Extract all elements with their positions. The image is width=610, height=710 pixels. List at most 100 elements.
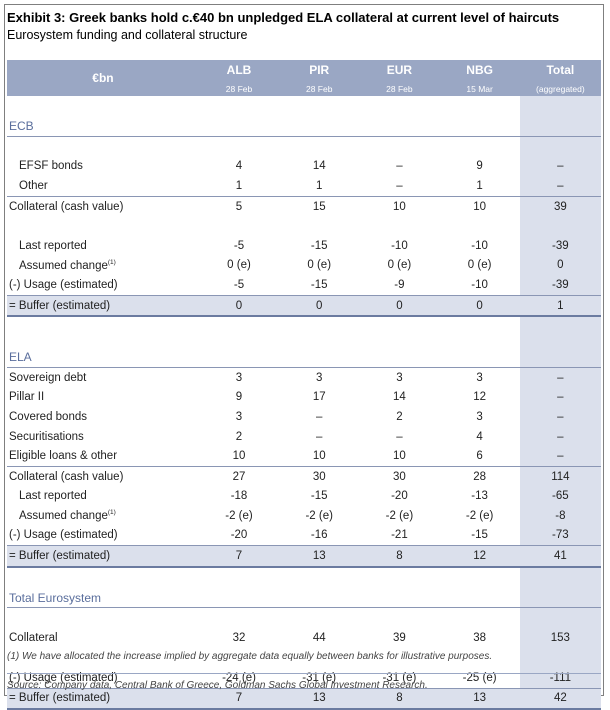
- cell-total: 41: [519, 545, 601, 568]
- row-label: Covered bonds: [9, 410, 87, 423]
- cell: 0: [279, 295, 360, 318]
- cell-total: -111: [519, 668, 601, 689]
- cell-total: 39: [519, 195, 601, 217]
- row-label: Securitisations: [9, 430, 84, 443]
- cell: 27: [198, 465, 280, 487]
- table-row: Collateral (cash value) 27 30 30 28 114: [7, 465, 601, 487]
- table-row: Covered bonds 3 – 2 3 –: [7, 407, 601, 427]
- cell: -10: [471, 239, 488, 252]
- cell: 10: [232, 450, 246, 463]
- cell: 7: [198, 688, 280, 710]
- col-header-nbg: NBG 15 Mar: [439, 60, 520, 96]
- cell: –: [396, 179, 403, 192]
- row-label: Last reported: [19, 239, 87, 252]
- cell: 10: [439, 195, 520, 217]
- cell: -13: [471, 490, 488, 503]
- cell: -15: [279, 275, 360, 296]
- cell: -16: [279, 525, 360, 547]
- cell-total: –: [519, 407, 601, 427]
- section-total: Total Eurosystem: [7, 587, 601, 609]
- cell: 8: [359, 688, 440, 710]
- row-label: Collateral: [9, 632, 58, 645]
- header-row: €bn ALB 28 Feb PIR 28 Feb EUR 28 Feb NBG 15 …: [7, 60, 601, 96]
- cell: 0 (e): [387, 259, 412, 272]
- cell-total: –: [519, 367, 601, 388]
- cell: 0 (e): [307, 259, 332, 272]
- table-row: Assumed change(1) -2 (e) -2 (e) -2 (e) -2 (e…: [7, 506, 601, 526]
- cell: 3: [235, 410, 243, 423]
- col-header-pir: PIR 28 Feb: [279, 60, 360, 96]
- table-row: Last reported -5 -15 -10 -10 -39: [7, 235, 601, 256]
- cell: 17: [312, 391, 326, 404]
- table-row: Last reported -18 -15 -20 -13 -65: [7, 486, 601, 507]
- cell: 2: [235, 430, 243, 443]
- cell-total: -8: [519, 506, 601, 526]
- table-row: Pillar II 9 17 14 12 –: [7, 387, 601, 408]
- cell: 12: [439, 545, 520, 568]
- cell: 30: [359, 465, 440, 487]
- row-label: Other: [19, 179, 48, 192]
- unit-header: €bn: [7, 60, 199, 96]
- cell: -10: [391, 239, 408, 252]
- cell-total: –: [519, 156, 601, 177]
- cell-total: –: [519, 446, 601, 467]
- cell: 10: [393, 450, 406, 463]
- buffer-row: = Buffer (estimated) 0 0 0 0 1: [7, 295, 601, 318]
- col-header-eur: EUR 28 Feb: [359, 60, 440, 96]
- cell: -15: [310, 239, 328, 252]
- cell: 3: [235, 371, 243, 384]
- buffer-row: = Buffer (estimated) 7 13 8 13 42: [7, 688, 601, 710]
- row-label: (-) Usage (estimated): [7, 525, 199, 547]
- cell-total: –: [519, 176, 601, 197]
- table-row: Other 1 1 – 1 –: [7, 176, 601, 197]
- row-label: Collateral (cash value): [7, 465, 199, 487]
- footnote: (1) We have allocated the increase impli…: [7, 651, 493, 662]
- row-label: EFSF bonds: [19, 160, 83, 173]
- cell: 14: [312, 160, 326, 173]
- cell: 1: [316, 179, 323, 192]
- cell: -15: [439, 525, 520, 547]
- cell: 4: [235, 160, 243, 173]
- row-label: = Buffer (estimated): [7, 295, 199, 318]
- cell: 10: [359, 195, 440, 217]
- cell-total: 1: [519, 295, 601, 318]
- cell: 30: [279, 465, 360, 487]
- row-label: Collateral (cash value): [7, 195, 199, 217]
- cell: 15: [279, 195, 360, 217]
- row-label: Pillar II: [9, 391, 45, 404]
- cell: 3: [396, 371, 403, 384]
- cell: 6: [476, 450, 483, 463]
- cell-total: -39: [519, 235, 601, 256]
- section-ecb: ECB: [7, 116, 601, 137]
- cell: -2 (e): [225, 509, 253, 522]
- cell: 5: [198, 195, 280, 217]
- cell: 13: [279, 688, 360, 710]
- cell-total: 42: [519, 688, 601, 710]
- table-row: (-) Usage (estimated) -20 -16 -21 -15 -73: [7, 525, 601, 547]
- exhibit-subtitle: Eurosystem funding and collateral struct…: [7, 28, 248, 42]
- cell-total: 0: [519, 255, 601, 276]
- source-note: Source: Company data, Central Bank of Gr…: [7, 680, 428, 691]
- table-row: EFSF bonds 4 14 – 9 –: [7, 156, 601, 177]
- cell: –: [316, 410, 323, 423]
- cell: 14: [393, 391, 406, 404]
- section-ela: ELA: [7, 347, 601, 368]
- row-label: Eligible loans & other: [9, 450, 118, 463]
- cell: 32: [232, 632, 246, 645]
- cell: 0: [439, 295, 520, 318]
- table-row: Eligible loans & other 10 10 10 6 –: [7, 446, 601, 467]
- cell: 39: [393, 632, 406, 645]
- row-label: (-) Usage (estimated): [7, 275, 199, 296]
- cell: -20: [391, 490, 408, 503]
- cell: 1: [235, 179, 243, 192]
- cell: 0: [198, 295, 280, 318]
- exhibit-title: Exhibit 3: Greek banks hold c.€40 bn unp…: [7, 10, 560, 25]
- cell: 7: [198, 545, 280, 568]
- row-label: Assumed change(1): [19, 509, 116, 523]
- cell: -25 (e): [439, 668, 520, 689]
- cell: 13: [439, 688, 520, 710]
- col-header-alb: ALB 28 Feb: [198, 60, 280, 96]
- row-label: = Buffer (estimated): [7, 545, 199, 568]
- cell: -21: [359, 525, 440, 547]
- cell: -5: [233, 239, 245, 252]
